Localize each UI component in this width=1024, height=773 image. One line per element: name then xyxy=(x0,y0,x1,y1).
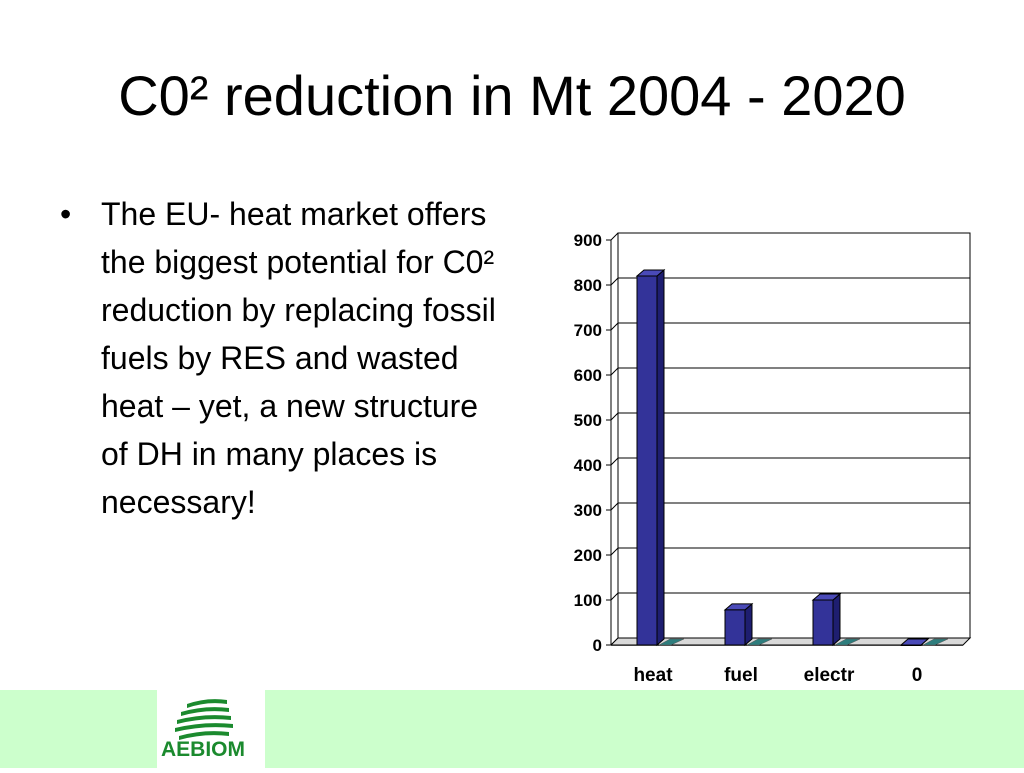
bar-chart: 0 100 200 300 400 500 600 700 800 900 heat fuel elec… xyxy=(574,231,972,685)
bar-floor-marker xyxy=(834,638,861,646)
y-tick-label: 300 xyxy=(574,501,602,520)
bullet-list: • The EU- heat market offers the biggest… xyxy=(60,190,500,526)
y-tick-label: 200 xyxy=(574,546,602,565)
x-category-label: 0 xyxy=(912,665,923,685)
bar-side xyxy=(832,592,841,647)
gridline-depth xyxy=(610,322,619,331)
bar-side xyxy=(656,268,665,647)
chart-labels: 0 100 200 300 400 500 600 700 800 900 heat fuel elec… xyxy=(574,231,923,685)
y-tick-label: 800 xyxy=(574,276,602,295)
bar-floor-marker xyxy=(922,638,949,646)
bullet-item: The EU- heat market offers the biggest p… xyxy=(101,196,496,520)
x-category-label: heat xyxy=(633,665,673,685)
gridline-depth xyxy=(610,502,619,511)
bar xyxy=(900,644,922,646)
logo-stripe xyxy=(179,731,229,740)
chart-floor xyxy=(609,637,972,646)
chart-floor-plane xyxy=(609,637,972,646)
y-tick-label: 400 xyxy=(574,456,602,475)
logo-leaf-stripes-icon xyxy=(175,699,233,740)
gridline-depth xyxy=(610,592,619,601)
bar-floor-marker xyxy=(658,638,685,646)
y-tick-label: 100 xyxy=(574,591,602,610)
y-tick-label: 0 xyxy=(593,636,602,655)
gridline-depth xyxy=(610,457,619,466)
gridline-depth xyxy=(610,277,619,286)
slide-title: C0² reduction in Mt 2004 - 2020 xyxy=(118,64,906,127)
gridline-depth xyxy=(610,412,619,421)
bar-floor-marker xyxy=(746,638,773,646)
logo-stripe xyxy=(177,715,231,724)
logo-stripe xyxy=(187,699,227,708)
gridline-depth xyxy=(610,367,619,376)
x-category-label: electr xyxy=(804,665,855,685)
logo-stripe xyxy=(181,707,229,716)
footer-band xyxy=(0,690,1024,768)
y-tick-label: 500 xyxy=(574,411,602,430)
logo-text: AEBIOM xyxy=(161,738,245,761)
y-tick-label: 700 xyxy=(574,321,602,340)
aebiom-logo: AEBIOM xyxy=(157,690,265,768)
bar-side xyxy=(744,602,753,647)
logo-stripe xyxy=(175,723,233,732)
y-tick-label: 900 xyxy=(574,231,602,250)
gridline-depth xyxy=(610,547,619,556)
chart-plot-border xyxy=(617,232,971,639)
bar xyxy=(636,275,658,646)
y-tick-label: 600 xyxy=(574,366,602,385)
x-category-label: fuel xyxy=(724,665,758,685)
bullet-marker: • xyxy=(60,196,72,232)
gridline-depth xyxy=(610,232,619,241)
bar xyxy=(812,599,834,646)
bar xyxy=(724,609,746,646)
chart-bars xyxy=(635,268,949,647)
chart-grid xyxy=(610,232,970,646)
